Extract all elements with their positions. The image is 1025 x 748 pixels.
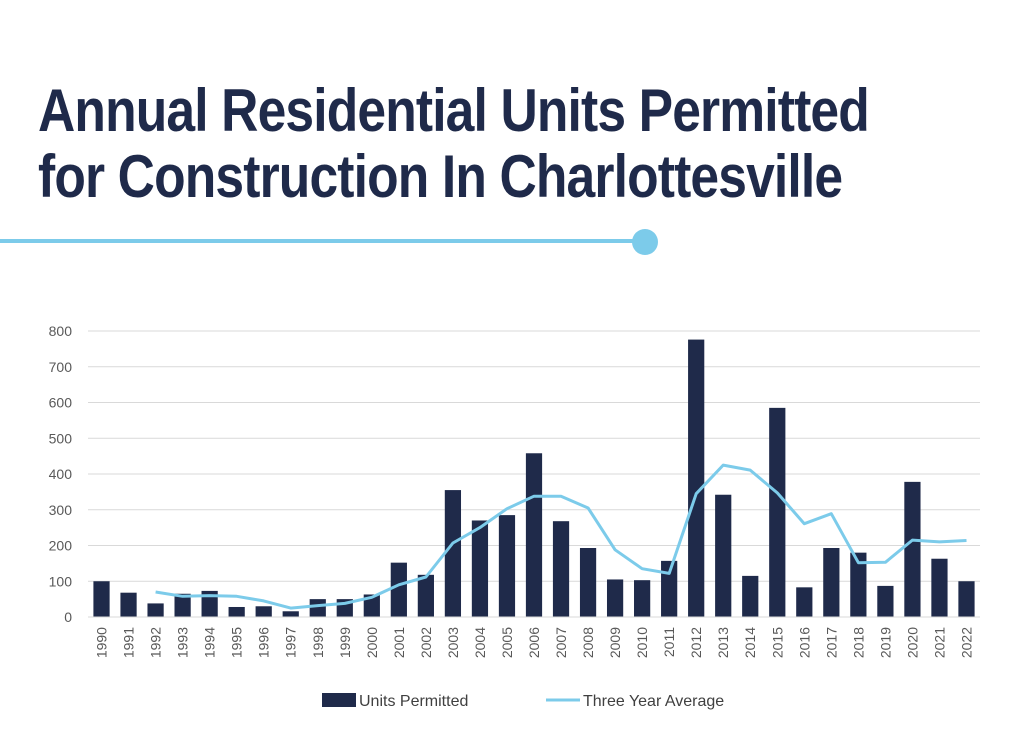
x-tick-label: 1995	[229, 627, 245, 658]
bar	[606, 579, 624, 617]
x-tick-label: 2016	[796, 627, 812, 658]
x-tick-label: 2011	[661, 627, 677, 657]
accent-divider-dot	[632, 229, 658, 255]
x-tick-label: 2012	[688, 627, 704, 658]
x-axis-ticks: 1990 1991 1992 1993 1994 1995 1996 1997 1998 1999…	[94, 627, 975, 658]
bar	[931, 558, 948, 617]
bar	[390, 562, 407, 617]
y-tick-label: 200	[49, 538, 73, 554]
y-tick-label: 700	[49, 359, 73, 375]
y-tick-label: 300	[49, 502, 73, 518]
bar	[823, 548, 840, 617]
x-tick-label: 2019	[877, 627, 893, 658]
bar	[958, 581, 975, 617]
x-tick-label: 1997	[283, 627, 299, 658]
x-tick-label: 2009	[607, 627, 623, 658]
accent-divider-line	[0, 239, 645, 243]
bar	[174, 593, 191, 617]
bar	[579, 548, 597, 617]
bar	[363, 594, 380, 617]
title-line-2: for Construction In Charlottesville	[38, 143, 843, 210]
x-tick-label: 2004	[472, 627, 488, 658]
bar	[201, 590, 218, 617]
x-tick-label: 2015	[769, 627, 785, 658]
bar	[688, 339, 705, 617]
bar-series	[93, 339, 975, 617]
x-tick-label: 2002	[418, 627, 434, 658]
legend-label-three-year-average: Three Year Average	[583, 693, 724, 710]
bar	[444, 490, 462, 617]
page-title: Annual Residential Units Permitted for C…	[38, 77, 870, 210]
title-line-1: Annual Residential Units Permitted	[38, 77, 870, 144]
y-axis-ticks: 0 100 200 300 400 500 600 700 800	[49, 323, 73, 625]
bar	[552, 521, 570, 617]
bar	[417, 574, 434, 617]
three-year-average-line	[155, 463, 967, 610]
x-tick-label: 2020	[904, 627, 920, 658]
legend: Units Permitted Three Year Average	[322, 693, 724, 710]
bar	[796, 587, 813, 617]
x-tick-label: 2021	[931, 627, 947, 658]
x-tick-label: 2013	[715, 627, 731, 658]
legend-swatch-units-permitted	[322, 693, 356, 707]
y-tick-label: 800	[49, 323, 73, 339]
legend-label-units-permitted: Units Permitted	[359, 693, 468, 710]
x-tick-label: 2017	[823, 627, 839, 658]
y-tick-label: 100	[49, 573, 73, 589]
bar	[120, 592, 137, 617]
x-tick-label: 1998	[310, 627, 326, 658]
y-tick-label: 600	[49, 395, 73, 411]
bar	[661, 560, 678, 617]
bar	[228, 606, 245, 617]
x-tick-label: 1999	[337, 627, 353, 658]
x-tick-label: 1994	[202, 627, 218, 658]
bar	[471, 520, 489, 617]
bar	[282, 611, 299, 617]
x-tick-label: 2005	[499, 627, 515, 658]
bar	[715, 494, 732, 617]
bar	[93, 581, 110, 617]
bar	[742, 575, 759, 617]
x-tick-label: 1990	[94, 627, 110, 658]
x-tick-label: 1993	[175, 627, 191, 658]
bar	[904, 481, 921, 617]
x-tick-label: 2006	[526, 627, 542, 658]
x-tick-label: 1991	[121, 627, 137, 658]
bar	[877, 585, 894, 617]
bar	[850, 552, 867, 617]
x-tick-label: 2003	[445, 627, 461, 658]
y-tick-label: 0	[64, 609, 72, 625]
x-tick-label: 2000	[364, 627, 380, 658]
x-tick-label: 2014	[742, 627, 758, 658]
y-tick-label: 500	[49, 430, 73, 446]
x-tick-label: 2010	[634, 627, 650, 658]
x-tick-label: 2001	[391, 627, 407, 658]
bar	[255, 606, 272, 617]
x-tick-label: 1992	[148, 627, 164, 658]
bar	[498, 515, 516, 617]
x-tick-label: 2008	[580, 627, 596, 658]
x-tick-label: 2018	[850, 627, 866, 658]
bar	[634, 580, 651, 617]
bar	[309, 599, 326, 617]
x-tick-label: 2022	[958, 627, 974, 658]
bar	[769, 407, 786, 617]
y-tick-label: 400	[49, 466, 73, 482]
x-tick-label: 1996	[256, 627, 272, 658]
x-tick-label: 2007	[553, 627, 569, 658]
bar	[525, 453, 543, 617]
bar	[147, 603, 164, 617]
